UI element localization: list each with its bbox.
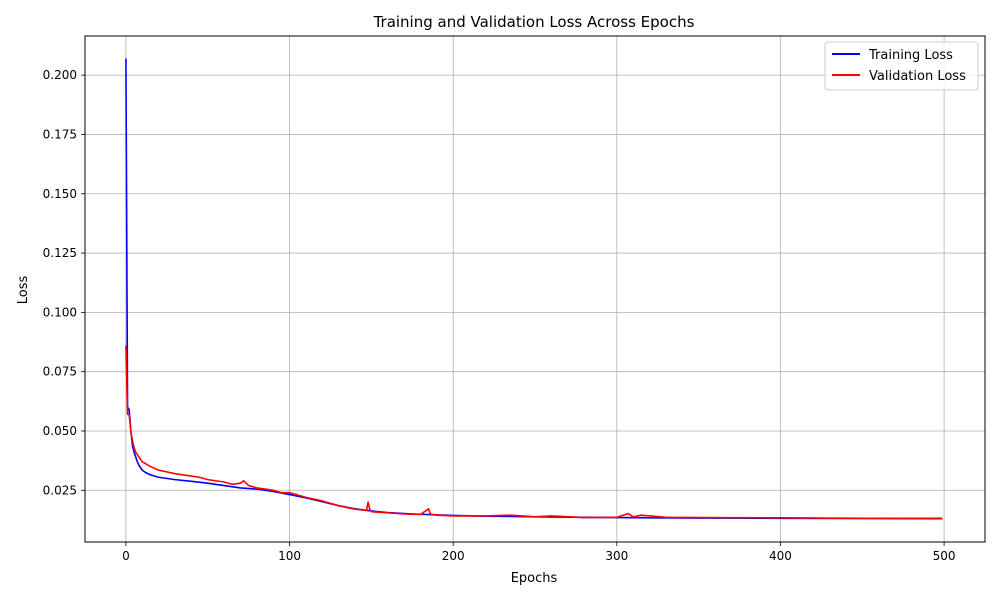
x-axis-label: Epochs <box>511 571 558 586</box>
validation-loss-line <box>125 345 943 520</box>
chart-title: Training and Validation Loss Across Epoc… <box>373 13 695 31</box>
y-tick-label: 0.075 <box>43 365 77 379</box>
x-tick-label: 400 <box>769 549 792 563</box>
grid <box>85 36 985 542</box>
legend-label-validation: Validation Loss <box>869 69 966 84</box>
plot-lines <box>125 58 943 520</box>
legend-box <box>824 41 979 91</box>
plot-frame <box>84 35 986 543</box>
y-axis-label: Loss <box>16 276 31 305</box>
axis-ticks: 0 100 200 300 400 500 0.025 0.050 0.075 0.100 0.12… <box>43 68 956 563</box>
x-tick-label: 100 <box>278 549 301 563</box>
x-tick-label: 300 <box>605 549 628 563</box>
y-tick-label: 0.125 <box>43 246 77 260</box>
legend-label-training: Training Loss <box>868 48 953 63</box>
y-tick-label: 0.175 <box>43 127 77 141</box>
y-tick-label: 0.050 <box>43 424 77 438</box>
x-tick-label: 0 <box>122 549 130 563</box>
y-tick-label: 0.100 <box>43 305 77 319</box>
y-tick-label: 0.025 <box>43 483 77 497</box>
legend: Training Loss Validation Loss <box>824 41 979 91</box>
y-tick-label: 0.200 <box>43 68 77 82</box>
x-tick-label: 500 <box>933 549 956 563</box>
x-tick-label: 200 <box>442 549 465 563</box>
y-tick-label: 0.150 <box>43 187 77 201</box>
